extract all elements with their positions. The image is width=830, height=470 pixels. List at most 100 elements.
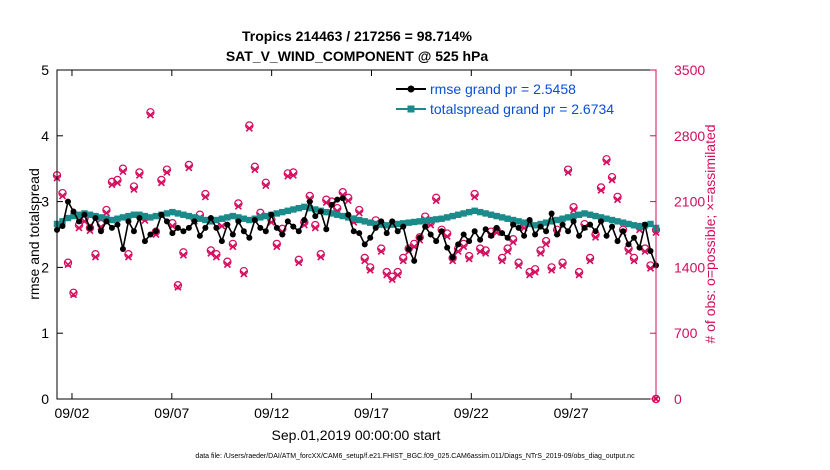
obs-assimilated-point: [284, 172, 292, 180]
obs-assimilated-point: [646, 264, 655, 272]
obs-assimilated-point: [608, 176, 616, 184]
totalspread-point: [169, 208, 176, 216]
rmse-point: [438, 228, 445, 235]
rmse-point: [405, 245, 412, 252]
rmse-point: [350, 228, 357, 235]
rmse-point: [548, 210, 555, 217]
rmse-point: [152, 228, 159, 235]
totalspread-point: [224, 214, 231, 221]
obs-assimilated-point: [229, 243, 237, 251]
totalspread-point: [147, 214, 154, 221]
rmse-point: [306, 198, 313, 205]
obs-assimilated-point: [388, 276, 396, 284]
rmse-point: [482, 226, 489, 233]
totalspread-point: [141, 212, 149, 220]
totalspread-point: [509, 216, 517, 224]
rmse-point: [86, 224, 93, 231]
obs-assimilated-point: [146, 111, 154, 119]
rmse-point: [70, 208, 77, 215]
rmse-point: [290, 223, 297, 230]
obs-assimilated-point: [591, 233, 600, 241]
obs-assimilated-point: [564, 168, 572, 177]
left-y-axis: 0 1 2 3 4 5: [41, 62, 63, 407]
totalspread-point: [476, 208, 484, 216]
obs-assimilated-point: [432, 197, 440, 205]
obs-assimilated-point: [366, 266, 374, 274]
rmse-point: [598, 218, 605, 225]
x-axis-label: Sep.01,2019 00:00:00 start: [272, 427, 441, 443]
legend-rmse-marker: [407, 85, 415, 93]
left-y-tick-label: 1: [41, 325, 49, 341]
right-y-tick-label: 0: [674, 391, 682, 407]
rmse-point: [642, 221, 649, 228]
left-y-tick-label: 2: [41, 259, 49, 275]
totalspread-point: [207, 218, 215, 225]
rmse-point: [515, 224, 522, 231]
totalspread-point: [152, 212, 160, 220]
totalspread-point: [411, 218, 418, 226]
totalspread-point: [356, 216, 363, 224]
rmse-point: [273, 224, 280, 231]
left-y-tick-label: 3: [41, 194, 49, 210]
rmse-point: [587, 221, 594, 228]
totalspread-point: [498, 214, 506, 221]
obs-assimilated-point: [383, 271, 391, 279]
right-y-tick-label: 2100: [674, 194, 705, 210]
rmse-point: [196, 232, 203, 239]
totalspread-point: [191, 214, 198, 221]
totalspread-point: [586, 211, 594, 218]
obs-assimilated-point: [602, 158, 611, 166]
totalspread-point: [570, 212, 577, 220]
rmse-point: [191, 218, 198, 225]
rmse-point: [229, 231, 236, 238]
obs-assimilated-point: [102, 209, 111, 217]
rmse-point: [224, 221, 231, 228]
totalspread-point: [454, 211, 462, 218]
rmse-point: [147, 231, 154, 238]
rmse-point: [361, 241, 368, 248]
rmse-point: [411, 257, 418, 264]
obs-assimilated-point: [245, 124, 253, 132]
totalspread-point: [235, 214, 242, 221]
totalspread-point: [119, 214, 127, 221]
obs-assimilated-point: [185, 164, 193, 172]
obs-assimilated-point: [394, 271, 402, 279]
rmse-point: [240, 228, 247, 235]
rmse-point: [581, 224, 588, 231]
totalspread-point: [202, 216, 209, 224]
obs-assimilated-point: [361, 257, 369, 265]
rmse-point: [268, 211, 275, 218]
rmse-point: [301, 217, 308, 224]
rmse-point: [422, 223, 429, 230]
totalspread-point: [443, 214, 451, 221]
rmse-point: [499, 230, 506, 237]
rmse-point: [130, 228, 137, 235]
totalspread-point: [630, 222, 638, 229]
rmse-point: [251, 217, 258, 224]
obs-assimilated-point: [443, 232, 451, 240]
totalspread-point: [185, 212, 193, 220]
rmse-point: [559, 221, 566, 228]
totalspread-point: [174, 210, 182, 217]
obs-assimilated-point: [548, 266, 556, 274]
rmse-point: [108, 224, 115, 231]
obs-assimilated-point: [108, 181, 116, 189]
x-tick-label: 09/17: [354, 405, 389, 421]
totalspread-point: [86, 211, 94, 218]
totalspread-point: [394, 220, 401, 228]
rmse-point: [141, 238, 148, 245]
obs-assimilated-point: [641, 247, 649, 255]
left-y-tick-label: 0: [41, 391, 49, 407]
obs-assimilated-point: [317, 253, 325, 261]
obs-assimilated-point: [135, 171, 143, 179]
rmse-point: [521, 232, 528, 239]
rmse-point: [614, 238, 621, 245]
x-tick-label: 09/12: [254, 405, 289, 421]
obs-assimilated-point: [295, 259, 303, 267]
obs-assimilated-point: [262, 182, 270, 190]
totalspread-point: [229, 212, 237, 220]
obs-assimilated-point: [482, 249, 490, 257]
legend-spread-marker: [407, 105, 415, 113]
obs-assimilated-point: [240, 270, 248, 278]
totalspread-point: [75, 211, 83, 218]
